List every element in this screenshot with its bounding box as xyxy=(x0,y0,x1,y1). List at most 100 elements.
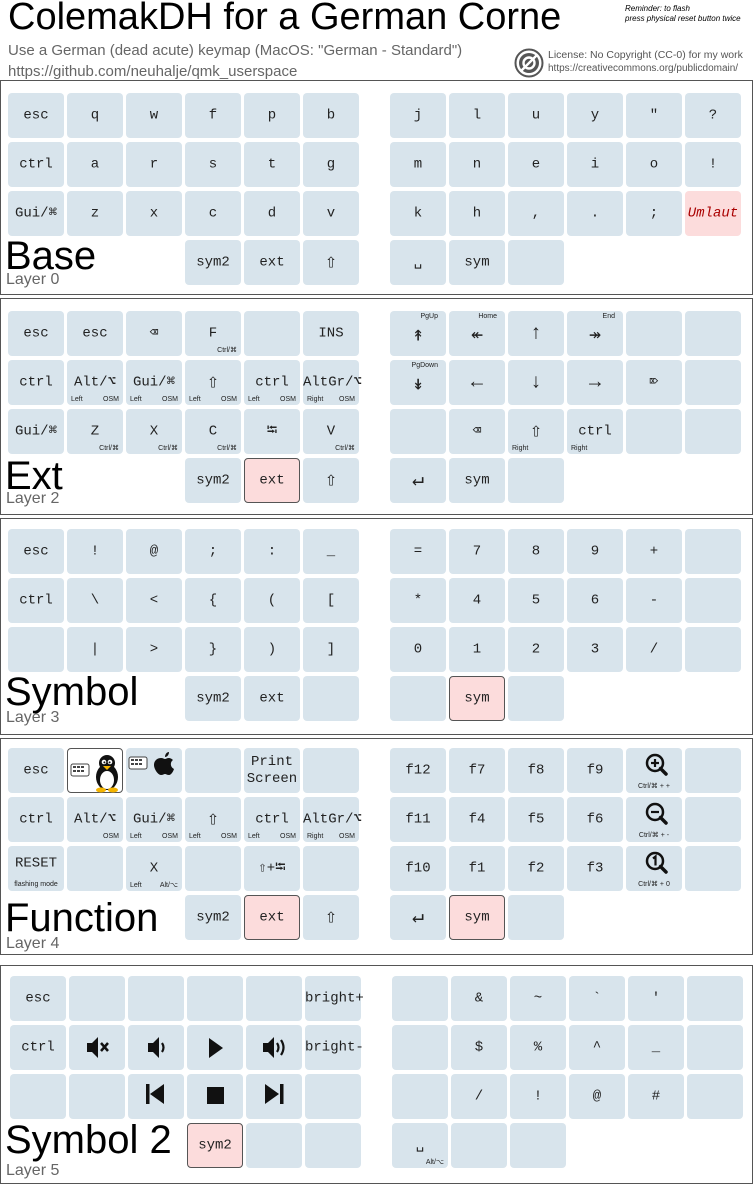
key-shift2[interactable]: ⇧ xyxy=(303,458,359,503)
key-blank7[interactable] xyxy=(392,1025,448,1070)
key-blank12[interactable] xyxy=(392,1074,448,1119)
key-u[interactable]: u xyxy=(508,93,564,138)
key-blank5[interactable] xyxy=(392,976,448,1021)
key-ext[interactable]: ext xyxy=(244,240,300,285)
key-umlaut[interactable]: Umlaut xyxy=(685,191,741,236)
key-w[interactable]: w xyxy=(126,93,182,138)
key-alt[interactable]: Alt/⌥ Left OSM xyxy=(67,360,123,405)
key-blank15[interactable] xyxy=(305,1123,361,1168)
key-i[interactable]: i xyxy=(567,142,623,187)
key-blank6[interactable] xyxy=(390,676,446,721)
key-s[interactable]: s xyxy=(185,142,241,187)
key-gui[interactable]: Gui/⌘ xyxy=(8,191,64,236)
key-rbrace[interactable]: } xyxy=(185,627,241,672)
key-blank4[interactable] xyxy=(685,360,741,405)
key-down[interactable]: ↓ xyxy=(508,360,564,405)
key-gt[interactable]: > xyxy=(126,627,182,672)
key-gui2[interactable]: Gui/⌘ xyxy=(8,409,64,454)
key-stop[interactable] xyxy=(187,1074,243,1119)
key-brightdown[interactable]: bright- xyxy=(305,1025,364,1070)
key-b[interactable]: b xyxy=(303,93,359,138)
key-n0[interactable]: 0 xyxy=(390,627,446,672)
key-blank9[interactable] xyxy=(508,895,564,940)
key-blank8[interactable] xyxy=(508,458,564,503)
key-slash[interactable]: / xyxy=(451,1074,507,1119)
key-ctrl[interactable]: ctrl xyxy=(8,797,64,842)
license-link[interactable]: https://creativecommons.org/publicdomain… xyxy=(548,63,739,74)
key-apos[interactable]: ' xyxy=(628,976,684,1021)
key-blank3[interactable] xyxy=(187,976,243,1021)
key-pgup[interactable]: ↟ PgUp xyxy=(390,311,446,356)
key-sym[interactable]: sym xyxy=(449,458,505,503)
key-blank4[interactable] xyxy=(685,797,741,842)
key-blank2[interactable] xyxy=(128,976,184,1021)
key-rctrl[interactable]: ctrl Right xyxy=(567,409,623,454)
key-shift[interactable]: ⇧ Left OSM xyxy=(185,797,241,842)
key-t[interactable]: t xyxy=(244,142,300,187)
key-blank5[interactable] xyxy=(303,676,359,721)
key-ctrl2[interactable]: ctrl Left OSM xyxy=(244,797,300,842)
key-printscreen[interactable]: Print Screen xyxy=(244,748,300,793)
key-altgr[interactable]: AltGr/⌥ Right OSM xyxy=(303,797,362,842)
key-minus[interactable]: - xyxy=(626,578,682,623)
key-shifttab[interactable]: ⇧+⭾ xyxy=(244,846,300,891)
key-blank6[interactable] xyxy=(185,846,241,891)
key-esc[interactable]: esc xyxy=(8,311,64,356)
key-v[interactable]: v xyxy=(303,191,359,236)
key-space[interactable]: ␣ xyxy=(390,240,446,285)
key-blank2[interactable] xyxy=(685,578,741,623)
key-blank7[interactable] xyxy=(303,846,359,891)
key-rparen[interactable]: ) xyxy=(244,627,300,672)
key-blank4[interactable] xyxy=(246,976,302,1021)
key-f10[interactable]: f10 xyxy=(390,846,446,891)
key-a[interactable]: a xyxy=(67,142,123,187)
key-f3[interactable]: f3 xyxy=(567,846,623,891)
key-ext[interactable]: ext xyxy=(244,676,300,721)
key-altgr[interactable]: AltGr/⌥ Right OSM xyxy=(303,360,362,405)
key-bksp2[interactable]: ⌫ xyxy=(449,409,505,454)
key-e[interactable]: e xyxy=(508,142,564,187)
key-amp[interactable]: & xyxy=(451,976,507,1021)
key-semicolon[interactable]: ; xyxy=(185,529,241,574)
key-c[interactable]: c xyxy=(185,191,241,236)
key-r[interactable]: r xyxy=(126,142,182,187)
key-pipe[interactable]: | xyxy=(67,627,123,672)
key-blank3[interactable] xyxy=(685,311,741,356)
key-esc[interactable]: esc xyxy=(8,748,64,793)
key-ins[interactable]: INS xyxy=(303,311,359,356)
key-x[interactable]: x xyxy=(126,191,182,236)
key-n6[interactable]: 6 xyxy=(567,578,623,623)
key-comma[interactable]: , xyxy=(508,191,564,236)
key-n5[interactable]: 5 xyxy=(508,578,564,623)
key-blank6[interactable] xyxy=(687,976,743,1021)
key-rbracket[interactable]: ] xyxy=(303,627,359,672)
key-blank3[interactable] xyxy=(8,627,64,672)
key-pgdown[interactable]: ↡ PgDown xyxy=(390,360,446,405)
key-shift[interactable]: ⇧ Left OSM xyxy=(185,360,241,405)
key-blank[interactable] xyxy=(508,240,564,285)
key-blank3[interactable] xyxy=(685,748,741,793)
key-ext[interactable]: ext xyxy=(244,458,300,503)
key-sym[interactable]: sym xyxy=(449,895,505,940)
key-n[interactable]: n xyxy=(449,142,505,187)
key-blank6[interactable] xyxy=(626,409,682,454)
key-blank11[interactable] xyxy=(305,1074,361,1119)
key-left[interactable]: ← xyxy=(449,360,505,405)
key-plus[interactable]: + xyxy=(626,529,682,574)
key-sym[interactable]: sym xyxy=(449,240,505,285)
key-esc[interactable]: esc xyxy=(8,93,64,138)
key-paste[interactable]: V Ctrl/⌘ xyxy=(303,409,359,454)
key-f6[interactable]: f6 xyxy=(567,797,623,842)
key-underscore[interactable]: _ xyxy=(303,529,359,574)
key-n9[interactable]: 9 xyxy=(567,529,623,574)
key-y[interactable]: y xyxy=(567,93,623,138)
key-n7[interactable]: 7 xyxy=(449,529,505,574)
key-tab[interactable]: ⭾ xyxy=(244,409,300,454)
key-dollar[interactable]: $ xyxy=(451,1025,507,1070)
key-q[interactable]: q xyxy=(67,93,123,138)
key-enter[interactable]: ↵ xyxy=(390,895,446,940)
key-blank4[interactable] xyxy=(685,627,741,672)
key-l[interactable]: l xyxy=(449,93,505,138)
key-g[interactable]: g xyxy=(303,142,359,187)
key-mute[interactable] xyxy=(69,1025,125,1070)
